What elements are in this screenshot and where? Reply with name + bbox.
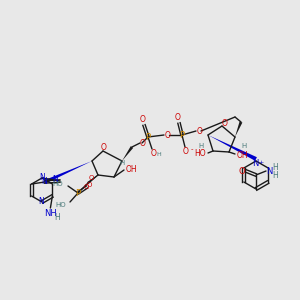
- Text: O: O: [197, 127, 203, 136]
- Polygon shape: [44, 161, 92, 184]
- Text: N: N: [39, 173, 45, 182]
- Text: O: O: [165, 130, 171, 140]
- Text: O: O: [86, 182, 92, 188]
- Text: NH: NH: [44, 208, 57, 217]
- Text: N: N: [38, 197, 44, 206]
- Text: O: O: [83, 184, 89, 190]
- Text: O: O: [222, 118, 228, 127]
- Text: O: O: [239, 167, 245, 176]
- Text: N: N: [266, 167, 272, 176]
- Text: O: O: [151, 149, 157, 158]
- Text: HO: HO: [194, 149, 206, 158]
- Text: P: P: [75, 188, 81, 197]
- Text: N: N: [52, 176, 58, 184]
- Text: H: H: [272, 172, 278, 181]
- Text: H: H: [157, 152, 161, 158]
- Text: H: H: [198, 143, 204, 149]
- Polygon shape: [87, 175, 98, 184]
- Text: OH: OH: [126, 164, 138, 173]
- Text: HO: HO: [56, 202, 66, 208]
- Text: O: O: [140, 116, 146, 124]
- Polygon shape: [122, 146, 133, 161]
- Text: N: N: [42, 178, 47, 187]
- Text: +: +: [258, 160, 264, 166]
- Text: H: H: [55, 212, 60, 221]
- Text: H: H: [272, 163, 278, 172]
- Text: O: O: [183, 148, 189, 157]
- Text: O: O: [175, 113, 181, 122]
- Text: OH: OH: [237, 151, 249, 160]
- Polygon shape: [235, 122, 242, 137]
- Text: -: -: [191, 146, 193, 152]
- Text: P: P: [179, 130, 184, 140]
- Polygon shape: [208, 135, 257, 161]
- Text: O: O: [101, 142, 107, 152]
- Text: H: H: [119, 160, 124, 166]
- Text: P: P: [146, 133, 151, 142]
- Text: HO: HO: [52, 181, 63, 187]
- Text: N: N: [252, 158, 258, 167]
- Text: O: O: [88, 175, 94, 181]
- Text: O: O: [140, 139, 146, 148]
- Text: H: H: [242, 143, 247, 149]
